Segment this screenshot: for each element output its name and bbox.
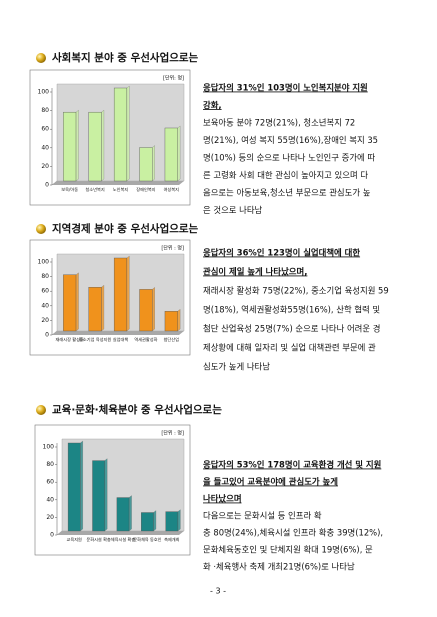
x-tick-label: 교육지원 (66, 536, 82, 543)
x-tick-label: 축제개최 (164, 536, 180, 543)
body-line: 문화체육동호인 및 단체지원 확대 19명(6%), 문 (203, 545, 373, 555)
bar-side (101, 109, 105, 182)
body-line: 재래시장 활성화 75명(22%), 중소기업 육성지원 59 (203, 286, 389, 296)
body-line: 명(21%), 여성 복지 55명(16%),장애인 복지 35 (203, 135, 378, 145)
bar-side (177, 125, 181, 182)
x-tick-label: 중소기업 육성지원 (79, 336, 111, 343)
y-tick-label: 100 (43, 444, 55, 451)
bar (139, 147, 153, 182)
bar-side (126, 255, 130, 332)
x-tick-label: 첨단산업 (164, 336, 180, 342)
bullet (36, 224, 46, 234)
bar-side (126, 85, 130, 182)
bar (141, 512, 154, 532)
body-line: 보육아동 분야 72명(21%), 청소년복지 72 (203, 118, 355, 128)
section-heading: 교육·문화·체육분야 중 우선사업으로는 (52, 403, 222, 416)
bar-side (152, 287, 155, 332)
x-tick-label: 실업대책 (113, 336, 129, 343)
y-tick-label: 40 (41, 144, 49, 151)
y-tick-label: 20 (46, 514, 54, 521)
bar (164, 127, 178, 182)
highlight-line: 강화, (203, 100, 222, 110)
body-line: 화 ·체육행사 축제 개최21명(6%)로 나타남 (203, 562, 355, 572)
plot-floor (57, 531, 184, 535)
bar-side (75, 272, 79, 332)
bar (88, 111, 102, 182)
highlight-line: 관심이 제일 높게 나타났으며, (203, 267, 307, 277)
body-line: 충 80명(24%),체육시설 인프라 확충 39명(12%), (203, 528, 383, 538)
bar-side (177, 509, 181, 532)
body-line: 은 것으로 나타남 (203, 205, 263, 215)
bar (92, 460, 105, 532)
chart-unit: [단위 : 명] (161, 245, 184, 252)
y-tick-label: 60 (41, 126, 49, 133)
x-tick-label: 노인복지 (113, 186, 129, 193)
y-tick-label: 0 (45, 332, 49, 339)
bullet (36, 405, 46, 415)
bar-side (80, 440, 83, 532)
bar-side (104, 458, 108, 532)
y-tick-label: 60 (41, 288, 49, 295)
y-tick-label: 100 (38, 89, 50, 96)
bar (63, 274, 77, 332)
page-number: - 3 - (210, 587, 226, 596)
bar-side (153, 510, 157, 532)
y-tick-label: 20 (41, 163, 49, 170)
x-tick-label: 문화시설 확충 (86, 536, 111, 543)
bar (113, 87, 128, 182)
body-line: 다음으로는 문화시설 등 인프라 확 (203, 511, 322, 521)
x-tick-label: 장애인복지 (136, 186, 155, 193)
y-tick-label: 80 (41, 107, 49, 114)
bar (116, 497, 130, 532)
chart-unit: [단위 : 명] (161, 430, 184, 437)
bullet (36, 53, 46, 63)
highlight-line: 응답자의 53%인 178명이 교육환경 개선 및 지원 (203, 460, 381, 470)
body-line: 음으로는 아동보육,청소년 부문으로 관심도가 높 (203, 188, 371, 198)
x-tick-label: 역세권활성화 (134, 336, 157, 343)
bar-side (101, 284, 105, 332)
y-tick-label: 40 (41, 302, 49, 309)
highlight-line: 응답자의 31%인 103명이 노인복지분야 지원 (203, 83, 368, 93)
x-tick-label: 여성복지 (164, 186, 180, 193)
bar (113, 257, 128, 332)
bar (165, 511, 179, 532)
plot-floor (52, 331, 184, 335)
body-line: 제상황에 대해 일자리 및 실업 대책관련 부문에 관 (203, 343, 376, 353)
bar (88, 287, 102, 332)
bar (63, 111, 77, 182)
bar-side (75, 109, 79, 182)
y-tick-label: 60 (46, 479, 54, 486)
y-tick-label: 80 (46, 461, 54, 468)
body-line: 첨단 산업육성 25명(7%) 순으로 나타나 어려운 경 (203, 324, 380, 334)
section-heading: 지역경제 분야 중 우선사업으로는 (52, 222, 199, 235)
body-line: 른 고령화 사회 대한 관심이 높아지고 있으며 다 (203, 170, 368, 180)
bar-side (177, 308, 181, 332)
x-tick-label: 보육/아동 (61, 186, 78, 193)
plot-floor (52, 181, 184, 185)
highlight-line: 나타났으며 (203, 494, 242, 504)
section-heading: 사회복지 분야 중 우선사업으로는 (52, 51, 199, 64)
bar-side (128, 495, 132, 532)
y-tick-label: 20 (41, 317, 49, 324)
x-tick-label: 체육시설 확충 (111, 536, 136, 543)
bar (139, 289, 153, 332)
x-tick-label: 재래시장 활성화 (56, 336, 84, 343)
x-tick-label: 청소년복지 (85, 186, 104, 193)
x-tick-label: 문화체육 동호인 (133, 536, 161, 543)
chart-unit: [단위: 명] (163, 75, 184, 82)
y-tick-label: 0 (50, 532, 54, 539)
bar (164, 311, 178, 332)
body-line: 심도가 높게 나타남 (203, 362, 270, 372)
y-tick-label: 40 (46, 496, 54, 503)
bar (67, 442, 81, 532)
y-tick-label: 100 (38, 259, 50, 266)
bar-side (152, 145, 155, 182)
body-line: 명(18%), 역세권활성화55명(16%), 산학 협력 및 (203, 305, 380, 315)
y-tick-label: 0 (45, 182, 49, 189)
body-line: 명(10%) 등의 순으로 나타나 노인인구 증가에 따 (203, 153, 375, 163)
highlight-line: 응답자의 36%인 123명이 실업대책에 대한 (203, 248, 360, 258)
y-tick-label: 80 (41, 273, 49, 280)
highlight-line: 을 들고있어 교육분야에 관심도가 높게 (203, 477, 338, 487)
